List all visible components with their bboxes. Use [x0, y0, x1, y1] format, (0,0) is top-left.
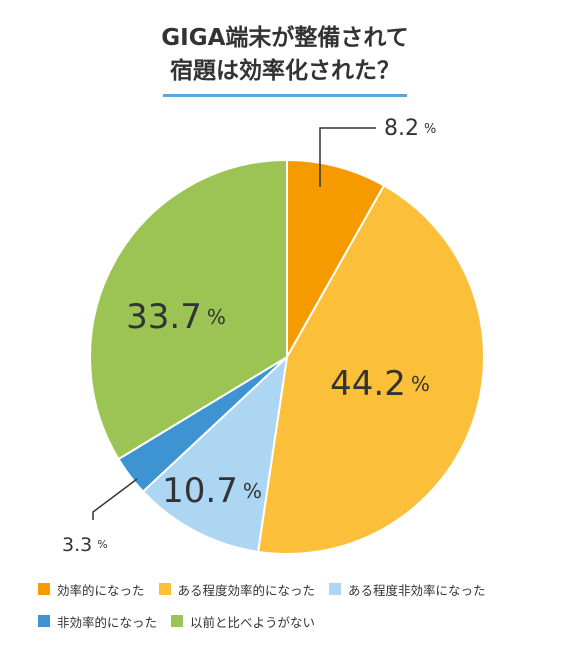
slice-value-label-3: 10.7% [162, 471, 262, 511]
leader-line-4 [92, 478, 138, 520]
slice-value-label-4: 3.3% [62, 534, 108, 556]
legend-item: ある程度非効率になった [329, 580, 486, 599]
legend-row-1: 効率的になった ある程度効率的になった ある程度非効率になった [38, 578, 558, 600]
title-underline [163, 94, 407, 97]
legend-item: 効率的になった [38, 580, 145, 599]
pie-slice-5 [89, 158, 288, 461]
legend-swatch [158, 583, 171, 595]
legend-swatch [38, 583, 50, 595]
legend-swatch [329, 583, 342, 595]
legend-label: 効率的になった [57, 582, 145, 598]
legend-item: 以前と比べようがない [171, 612, 315, 631]
title-line-2: 宿題は効率化された？ [170, 58, 400, 84]
title-line-1: GIGA端末が整備されて [161, 25, 409, 51]
legend-label: ある程度効率的になった [177, 582, 316, 598]
slice-value-label-2: 44.2% [330, 364, 430, 404]
pie-slice-2 [256, 184, 485, 555]
legend-label: 非効率的になった [57, 614, 158, 630]
legend-swatch [171, 615, 184, 627]
pie-chart: 8.2 % 44.2 % 10.7 % 3.3 % 33.7% [62, 116, 485, 556]
slice-value-label-1: 8.2% [384, 116, 436, 141]
pie-slice-3 [141, 354, 289, 553]
legend-swatch [38, 615, 50, 627]
slice-value-label-5: 33.7% [126, 297, 226, 337]
chart-title: GIGA端末が整備されて 宿題は効率化された？ [0, 22, 570, 88]
leader-line-1 [319, 127, 376, 187]
legend-row-2: 非効率的になった 以前と比べようがない [38, 610, 558, 632]
legend: 効率的になった ある程度効率的になった ある程度非効率になった非効率的になった 以前と… [38, 578, 558, 642]
pie-slice-1 [286, 158, 386, 361]
legend-label: 以前と比べようがない [190, 614, 316, 630]
legend-item: 非効率的になった [38, 612, 157, 631]
legend-label: ある程度非効率になった [348, 582, 486, 598]
legend-item: ある程度効率的になった [158, 580, 316, 599]
